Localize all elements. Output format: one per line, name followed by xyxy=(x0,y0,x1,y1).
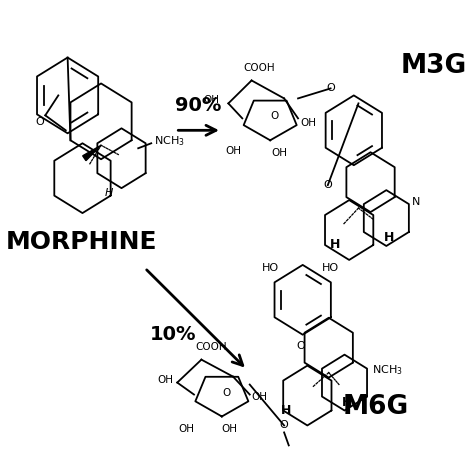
Text: OH: OH xyxy=(221,424,237,435)
Text: COOH: COOH xyxy=(195,342,227,352)
Text: OH: OH xyxy=(203,95,219,105)
Text: O: O xyxy=(222,388,231,398)
Text: O: O xyxy=(36,118,44,128)
Text: NCH$_3$: NCH$_3$ xyxy=(373,363,403,376)
Text: M6G: M6G xyxy=(343,394,409,420)
Text: M3G: M3G xyxy=(400,53,466,79)
Text: NCH$_3$: NCH$_3$ xyxy=(154,135,185,148)
Text: N: N xyxy=(411,197,420,207)
Text: OH: OH xyxy=(300,118,316,128)
Text: H: H xyxy=(104,188,113,198)
Text: OH: OH xyxy=(157,374,173,384)
Text: H: H xyxy=(281,404,291,417)
Text: O: O xyxy=(271,111,279,121)
Text: H: H xyxy=(330,238,340,252)
Text: HO: HO xyxy=(322,263,339,273)
Text: O: O xyxy=(326,83,335,93)
Text: O: O xyxy=(280,420,289,430)
Text: O: O xyxy=(296,341,305,351)
Text: OH: OH xyxy=(252,392,268,401)
Text: COOH: COOH xyxy=(243,64,275,73)
Text: 10%: 10% xyxy=(149,325,196,344)
Text: H: H xyxy=(342,396,353,409)
Text: H: H xyxy=(384,231,394,245)
Text: OH: OH xyxy=(272,148,287,158)
Text: HO: HO xyxy=(262,263,279,273)
Text: 90%: 90% xyxy=(175,96,222,115)
Text: MORPHINE: MORPHINE xyxy=(5,230,157,254)
Polygon shape xyxy=(82,145,101,161)
Text: OH: OH xyxy=(225,146,241,156)
Text: O: O xyxy=(323,180,332,190)
Text: OH: OH xyxy=(179,424,194,435)
